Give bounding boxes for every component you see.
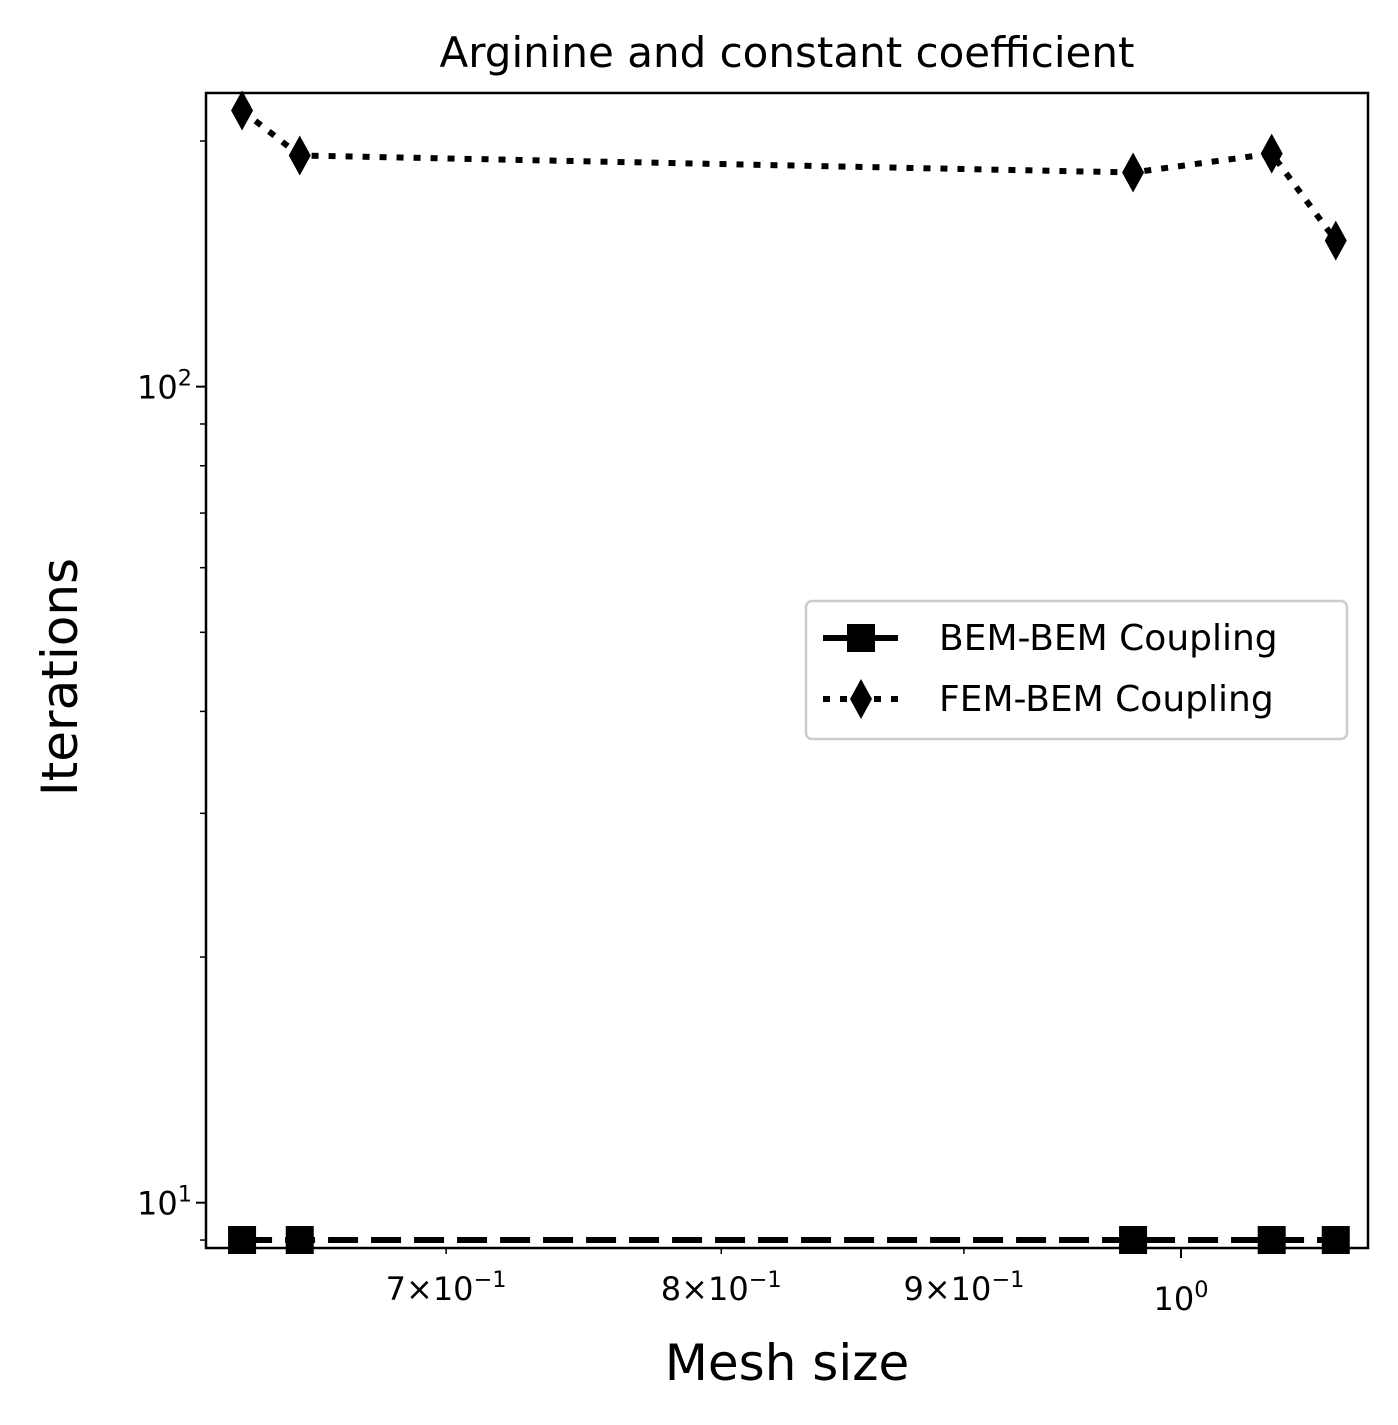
legend-marker-fem-bem <box>850 679 872 719</box>
legend-marker-bem-bem <box>847 624 875 652</box>
chart-title: Arginine and constant coefficient <box>440 28 1135 77</box>
point-bem-bem-4 <box>1321 1226 1350 1255</box>
x-tick-label-1: 8×10−1 <box>661 1267 782 1308</box>
x-tick-label-2: 9×10−1 <box>903 1267 1024 1308</box>
x-tick-label-0: 7×10−1 <box>386 1267 507 1308</box>
point-fem-bem-4 <box>1324 220 1347 261</box>
x-axis-label: Mesh size <box>665 1334 909 1392</box>
series-line-fem-bem <box>240 108 1339 243</box>
legend-box <box>804 599 1349 741</box>
point-fem-bem-3 <box>1260 133 1283 174</box>
point-bem-bem-2 <box>1119 1226 1148 1255</box>
point-bem-bem-3 <box>1257 1226 1286 1255</box>
point-bem-bem-0 <box>228 1226 257 1255</box>
x-tick-label-3: 100 <box>1154 1277 1209 1318</box>
y-tick-label-1: 102 <box>137 366 192 407</box>
point-fem-bem-2 <box>1122 152 1145 193</box>
series-markers <box>228 90 1350 1255</box>
point-bem-bem-1 <box>285 1226 314 1255</box>
legend-label-fem-bem: FEM-BEM Coupling <box>939 679 1274 720</box>
legend: BEM-BEM Coupling FEM-BEM Coupling <box>804 599 1349 741</box>
axis-ticks: 101 102 7×10−1 8×10−1 9×10−1 100 <box>137 140 1209 1318</box>
legend-label-bem-bem: BEM-BEM Coupling <box>939 618 1278 659</box>
plot-frame <box>204 91 1370 1250</box>
point-fem-bem-1 <box>288 135 311 176</box>
point-fem-bem-0 <box>231 90 254 131</box>
y-axis-label: Iterations <box>31 558 89 796</box>
y-tick-label-0: 101 <box>137 1182 192 1223</box>
